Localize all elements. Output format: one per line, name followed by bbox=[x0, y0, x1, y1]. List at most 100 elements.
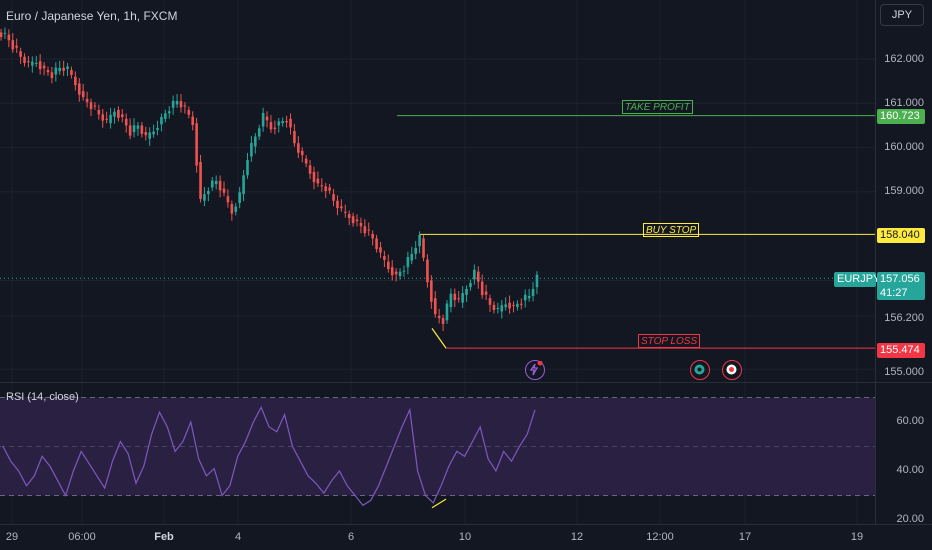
candle-body bbox=[199, 161, 202, 199]
candle-body bbox=[156, 127, 159, 130]
candle-body bbox=[34, 62, 38, 64]
candle-body bbox=[27, 61, 30, 63]
candle-body bbox=[265, 116, 269, 121]
candle-body bbox=[261, 113, 265, 127]
candle-body bbox=[11, 40, 15, 50]
candle-body bbox=[140, 125, 144, 134]
candle-body bbox=[0, 32, 3, 38]
candle-body bbox=[297, 143, 300, 153]
candle-body bbox=[531, 288, 535, 297]
candle-body bbox=[449, 293, 453, 308]
candle-body bbox=[3, 32, 7, 34]
candle-body bbox=[124, 118, 128, 126]
candle-body bbox=[77, 83, 81, 95]
candle-body bbox=[496, 307, 500, 309]
candle-body bbox=[23, 56, 26, 63]
candle-body bbox=[347, 214, 351, 219]
candles bbox=[0, 27, 539, 332]
candle-body bbox=[74, 76, 77, 86]
chart-title: Euro / Japanese Yen, 1h, FXCM bbox=[6, 9, 178, 23]
candle-body bbox=[85, 98, 89, 103]
green-target-icon[interactable] bbox=[690, 360, 710, 380]
candle-body bbox=[304, 158, 308, 164]
candle-body bbox=[109, 114, 112, 124]
candle-body bbox=[257, 128, 261, 137]
candle-body bbox=[516, 303, 519, 308]
rsi-tick: 20.00 bbox=[896, 513, 924, 525]
lightning-bolt-icon[interactable] bbox=[525, 360, 545, 380]
candle-body bbox=[254, 136, 257, 147]
candle-body bbox=[394, 271, 398, 275]
candle-body bbox=[171, 100, 175, 108]
candle-body bbox=[343, 211, 347, 213]
candle-body bbox=[402, 270, 406, 272]
candle-body bbox=[31, 61, 34, 66]
candle-body bbox=[144, 132, 148, 136]
time-tick: 10 bbox=[458, 531, 472, 543]
candle-body bbox=[222, 188, 226, 193]
candle-body bbox=[355, 219, 359, 222]
candle-body bbox=[187, 109, 191, 115]
symbol-pill: EURJPY bbox=[834, 272, 880, 287]
red-target-icon[interactable] bbox=[722, 360, 742, 380]
candle-body bbox=[285, 121, 288, 123]
candle-body bbox=[336, 200, 339, 209]
candle-body bbox=[390, 267, 394, 276]
candle-body bbox=[218, 180, 222, 191]
time-tick: 06:00 bbox=[68, 531, 96, 543]
candle-body bbox=[398, 271, 402, 277]
currency-button[interactable]: JPY bbox=[880, 4, 924, 26]
price-tick: 155.000 bbox=[884, 366, 924, 378]
candle-body bbox=[410, 253, 414, 261]
candle-body bbox=[367, 229, 371, 231]
candle-body bbox=[300, 150, 304, 156]
candle-body bbox=[93, 105, 97, 107]
candle-body bbox=[473, 269, 476, 280]
candle-body bbox=[117, 109, 120, 118]
candle-body bbox=[312, 171, 316, 183]
candle-body bbox=[97, 109, 101, 115]
candle-body bbox=[535, 274, 539, 288]
candle-body bbox=[289, 118, 292, 128]
countdown-pill: 41:27 bbox=[877, 286, 925, 300]
candle-body bbox=[422, 238, 425, 258]
candle-body bbox=[328, 187, 331, 191]
candle-body bbox=[418, 234, 421, 247]
candle-body bbox=[465, 288, 468, 295]
candle-body bbox=[183, 105, 187, 107]
current-price-pill: 157.056 bbox=[877, 272, 925, 287]
candle-body bbox=[273, 127, 277, 129]
candle-body bbox=[105, 118, 108, 120]
candle-body bbox=[70, 70, 73, 75]
rsi-title: RSI (14, close) bbox=[6, 391, 79, 403]
candle-body bbox=[523, 294, 527, 301]
candle-body bbox=[66, 66, 69, 69]
time-tick: 6 bbox=[347, 531, 355, 543]
candle-body bbox=[277, 121, 281, 126]
candle-body bbox=[316, 178, 320, 184]
candle-body bbox=[164, 113, 167, 119]
candle-body bbox=[414, 247, 417, 254]
candle-body bbox=[42, 65, 46, 69]
candle-body bbox=[195, 123, 198, 166]
price-tick: 160.000 bbox=[884, 141, 924, 153]
time-tick: 12:00 bbox=[646, 531, 674, 543]
candle-body bbox=[121, 114, 124, 118]
rsi-path bbox=[2, 405, 536, 507]
candle-body bbox=[480, 281, 484, 296]
candle-body bbox=[484, 291, 488, 295]
candle-body bbox=[492, 304, 496, 310]
candle-body bbox=[332, 194, 335, 201]
price-tick: 156.200 bbox=[884, 312, 924, 324]
candle-body bbox=[359, 222, 363, 227]
level-lines bbox=[0, 115, 875, 349]
candle-body bbox=[453, 293, 457, 300]
price-tick: 161.000 bbox=[884, 97, 924, 109]
candle-body bbox=[340, 206, 343, 209]
candle-body bbox=[308, 165, 312, 174]
candle-body bbox=[238, 192, 241, 203]
candle-body bbox=[379, 247, 382, 253]
candle-body bbox=[476, 271, 480, 282]
candle-body bbox=[54, 67, 58, 75]
